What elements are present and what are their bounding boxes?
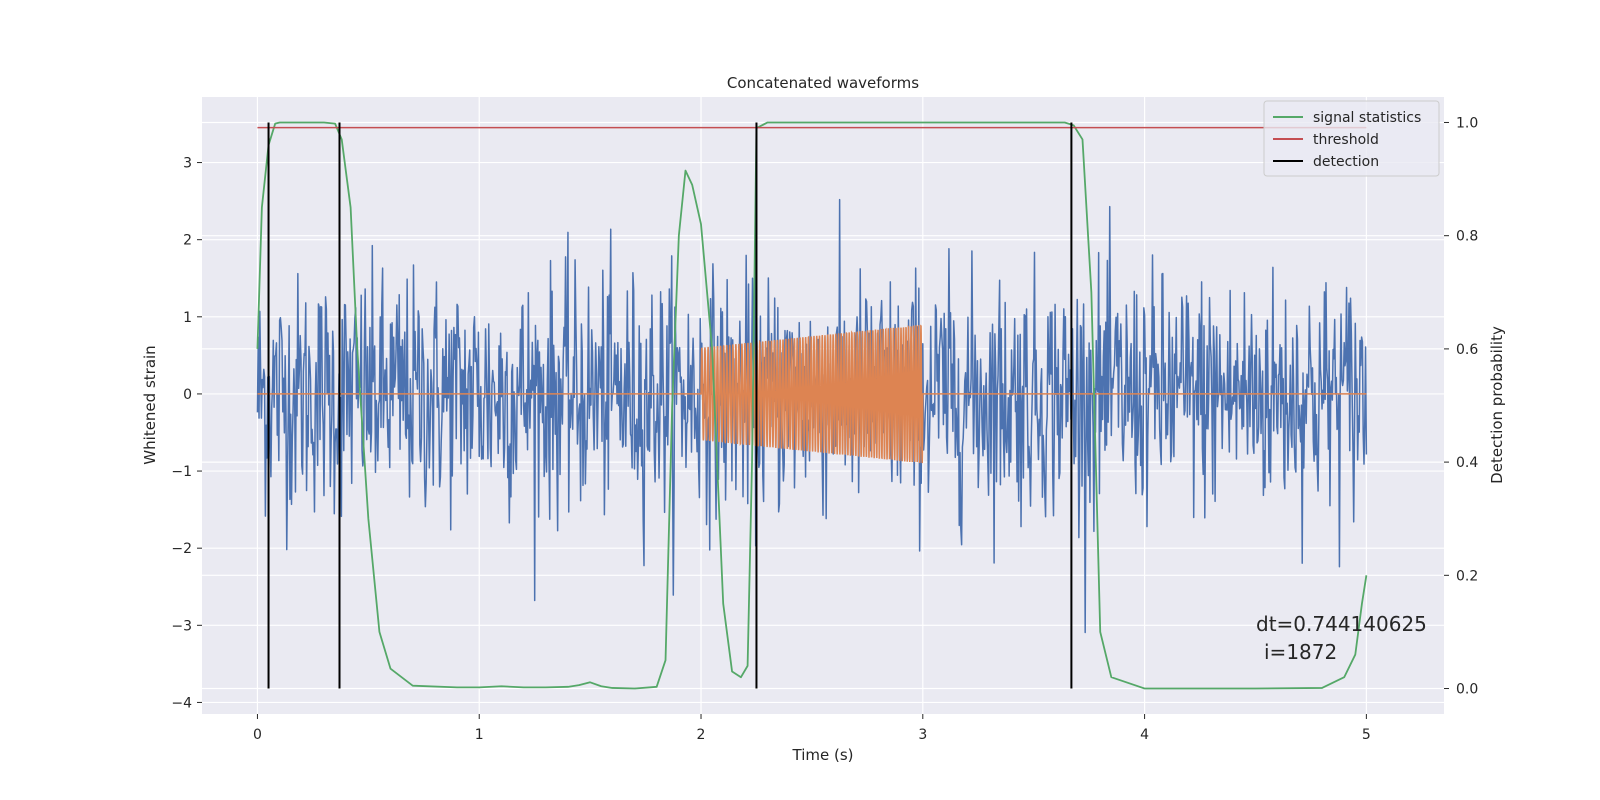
y-axis-ticks: −4 −3 −2 −1 0 1 2 3 (171, 156, 202, 711)
y-tick-label: −3 (171, 618, 192, 634)
y-tick-label: 1 (183, 310, 192, 326)
annotation-dt: dt=0.744140625 (1256, 612, 1427, 636)
statistics-line (256, 121, 1368, 690)
right-y-axis-ticks: 0.0 0.2 0.4 0.6 0.8 1.0 (1444, 115, 1478, 698)
y-tick-label: −1 (171, 464, 192, 480)
right-y-tick-label: 0.2 (1456, 568, 1478, 584)
x-tick-label: 2 (697, 727, 706, 743)
right-y-tick-label: 0.6 (1456, 342, 1478, 358)
y-tick-label: −2 (171, 541, 192, 557)
injection-series (257, 324, 1367, 464)
legend: signal statistics threshold detection (1263, 100, 1440, 177)
right-y-tick-label: 1.0 (1456, 115, 1478, 131)
x-axis-label: Time (s) (792, 746, 854, 764)
y-tick-label: 2 (183, 233, 192, 249)
detection-series (267, 122, 1073, 689)
annotation: dt=0.744140625 i=1872 (1256, 612, 1427, 664)
annotation-i: i=1872 (1264, 640, 1337, 664)
right-y-tick-label: 0.8 (1456, 229, 1478, 245)
injection-line (257, 324, 1367, 464)
y-tick-label: 3 (183, 156, 192, 172)
chart-title: Concatenated waveforms (727, 74, 919, 92)
legend-label: detection (1313, 154, 1379, 170)
y-tick-label: 0 (183, 387, 192, 403)
x-tick-label: 5 (1362, 727, 1371, 743)
x-tick-label: 1 (475, 727, 484, 743)
legend-label: signal statistics (1313, 110, 1421, 126)
x-tick-label: 3 (918, 727, 927, 743)
legend-box (1263, 100, 1440, 177)
legend-label: threshold (1313, 132, 1379, 148)
x-tick-label: 4 (1140, 727, 1149, 743)
x-tick-label: 0 (253, 727, 262, 743)
right-y-tick-label: 0.4 (1456, 455, 1478, 471)
x-axis-ticks: 0 1 2 3 4 5 (253, 714, 1371, 743)
y-tick-label: −4 (171, 695, 192, 711)
right-y-tick-label: 0.0 (1456, 682, 1478, 698)
right-y-axis-label: Detection probability (1488, 326, 1506, 484)
statistics-series (256, 121, 1368, 690)
y-axis-label: Whitened strain (141, 345, 159, 464)
